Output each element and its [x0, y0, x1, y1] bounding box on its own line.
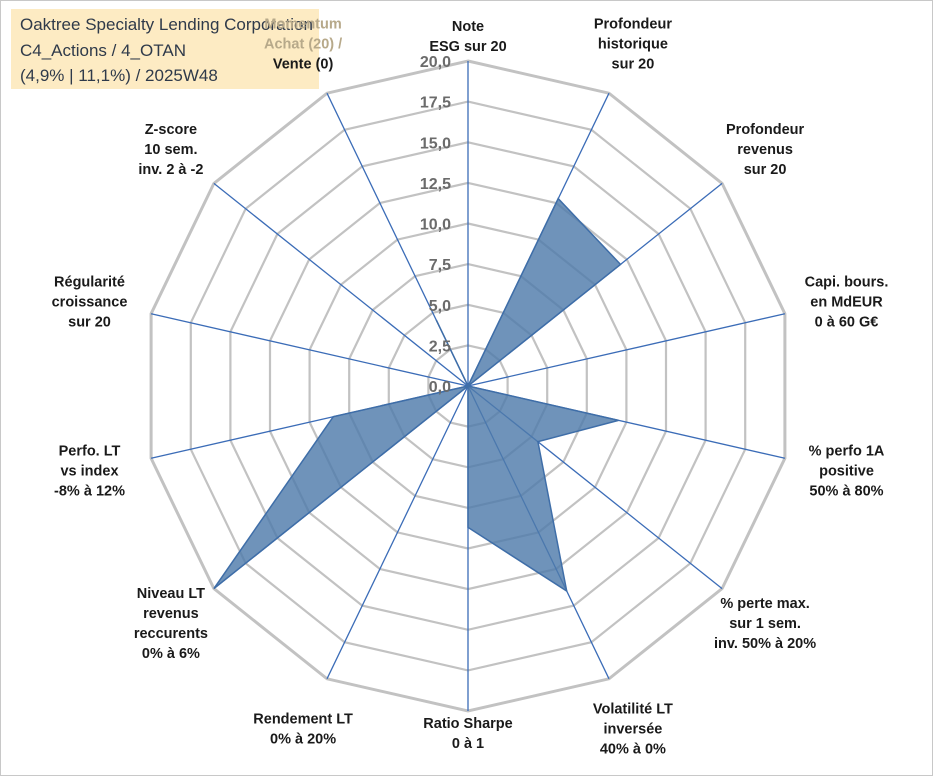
category-label: Rendement LT 0% à 20%: [253, 711, 353, 747]
tick-label: 20,0: [420, 54, 451, 71]
category-label: Profondeur revenus sur 20: [726, 122, 804, 178]
chart-title-box: Oaktree Specialty Lending Corporation C4…: [11, 9, 319, 89]
category-label: Volatilité LT inversée 40% à 0%: [593, 701, 673, 757]
series-area: [213, 197, 622, 593]
category-label: Note ESG sur 20: [429, 19, 506, 55]
tick-label: 7,5: [429, 257, 451, 274]
radar-series: [213, 197, 622, 593]
category-label: Profondeur historique sur 20: [594, 17, 672, 73]
category-label: Niveau LT revenus reccurents 0% à 6%: [134, 586, 208, 662]
category-label: Capi. bours. en MdEUR 0 à 60 G€: [805, 274, 889, 330]
axis-spoke: [150, 313, 469, 387]
tick-label: 5,0: [429, 298, 451, 315]
radar-category-labels: Note ESG sur 20 Profondeur historique sur 20…: [52, 17, 889, 758]
category-label: % perfo 1A positive 50% à 80%: [809, 444, 885, 500]
tick-label: 12,5: [420, 176, 451, 193]
category-label: Ratio Sharpe 0 à 1: [423, 716, 512, 752]
performance-period: (4,9% | 11,1%) / 2025W48: [20, 66, 218, 85]
axis-spoke: [467, 313, 786, 387]
tick-label: 15,0: [420, 135, 451, 152]
category-label: Perfo. LT vs index -8% à 12%: [54, 444, 125, 500]
tick-label: 2,5: [429, 338, 451, 355]
company-name: Oaktree Specialty Lending Corporation: [20, 15, 313, 34]
axis-spoke: [326, 385, 469, 680]
tick-label: 17,5: [420, 95, 451, 112]
category-label: % perte max. sur 1 sem. inv. 50% à 20%: [714, 596, 816, 652]
category-label: Régularité croissance sur 20: [52, 274, 128, 330]
category-label: Z-score 10 sem. inv. 2 à -2: [138, 122, 203, 178]
category-code: C4_Actions / 4_OTAN: [20, 41, 186, 60]
radar-tick-labels: 0,0 2,5 5,0 7,5 10,0 12,5 15,0 17,5 20,0: [420, 54, 451, 396]
tick-label: 10,0: [420, 217, 451, 234]
tick-label: 0,0: [429, 379, 451, 396]
category-label: Momentum Achat (20) / Vente (0): [264, 17, 342, 73]
axis-spoke: [213, 182, 469, 387]
